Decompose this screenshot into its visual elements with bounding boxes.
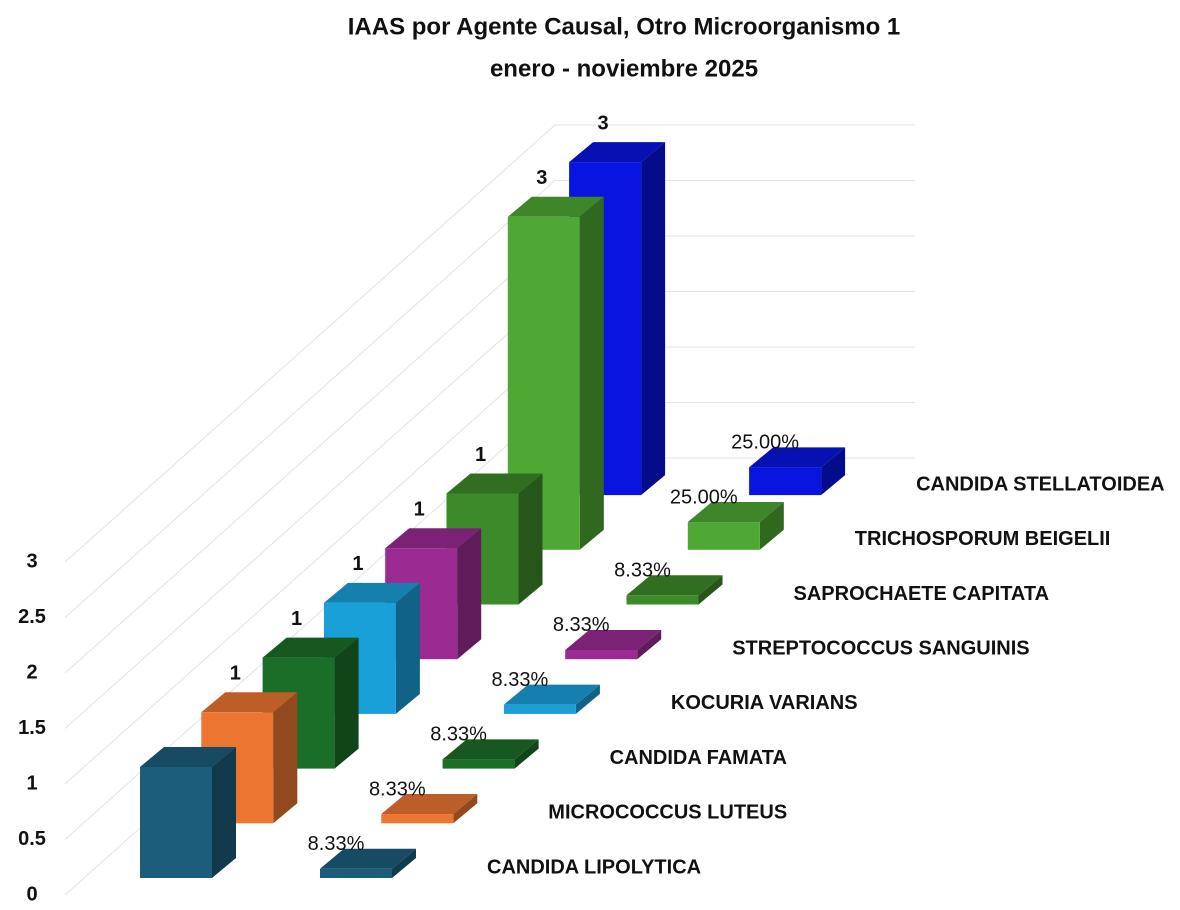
y-tick-label: 0.5 (18, 828, 46, 850)
bar-side (514, 739, 539, 769)
value-label: 1 (291, 608, 302, 630)
bar-side (698, 575, 723, 605)
bar-side (453, 794, 478, 824)
bar (687, 522, 760, 550)
bar-top (565, 629, 662, 650)
value-label: 1 (475, 444, 486, 466)
value-label: 25.00% (670, 486, 738, 508)
bar-side (334, 637, 359, 769)
value-label: 1 (230, 663, 241, 685)
y-tick-label: 2.5 (18, 606, 46, 628)
bar-side (641, 142, 666, 496)
category-label: CANDIDA STELLATOIDEA (916, 473, 1165, 495)
bar (565, 649, 638, 660)
category-label: CANDIDA LIPOLYTICA (487, 856, 701, 878)
chart-title: IAAS por Agente Causal, Otro Microorgani… (348, 13, 901, 40)
bar-top (201, 692, 298, 713)
value-label: 3 (598, 112, 609, 134)
grid-line (64, 124, 915, 563)
bar (320, 868, 392, 878)
bar-top (507, 196, 604, 217)
bar-top (262, 637, 359, 658)
bar (749, 467, 822, 496)
category-label: MICROCOCCUS LUTEUS (548, 802, 787, 824)
bar-side (579, 196, 604, 550)
category-label: STREPTOCOCCUS SANGUINIS (732, 637, 1029, 659)
value-label: 1 (352, 553, 363, 575)
bar (442, 759, 515, 769)
bar-side (395, 582, 420, 714)
bar-top (323, 582, 420, 603)
bar-side (518, 473, 543, 605)
bar-top (442, 739, 539, 760)
bar-side (212, 747, 236, 878)
bar-top (385, 528, 482, 549)
y-tick-label: 3 (26, 550, 37, 572)
bar-side (759, 502, 784, 550)
bar (140, 767, 212, 878)
bar-side (821, 447, 846, 496)
bar (503, 704, 576, 714)
y-tick-label: 1 (26, 772, 37, 794)
value-label: 8.33% (430, 724, 487, 746)
value-label: 8.33% (308, 833, 365, 855)
chart-subtitle: enero - noviembre 2025 (490, 55, 758, 82)
bar-top (381, 794, 478, 815)
category-label: CANDIDA FAMATA (610, 747, 787, 769)
value-label: 8.33% (369, 778, 426, 800)
bar-top (569, 142, 666, 163)
category-label: TRICHOSPORUM BEIGELII (855, 528, 1111, 550)
grid-line (64, 180, 915, 618)
bar-top (687, 502, 784, 523)
value-label: 8.33% (553, 614, 610, 636)
bar-top (140, 747, 236, 767)
value-label: 3 (536, 167, 547, 189)
y-tick-label: 1.5 (18, 717, 46, 739)
value-label: 25.00% (731, 432, 799, 454)
bar-side (273, 692, 298, 824)
category-label: KOCURIA VARIANS (671, 692, 858, 714)
bar-top (626, 575, 723, 596)
bar-side (392, 848, 416, 878)
y-tick-label: 0 (26, 883, 37, 905)
y-tick-label: 2 (26, 661, 37, 683)
bar-side (637, 629, 662, 660)
bar-top (749, 447, 846, 468)
value-label: 8.33% (614, 560, 671, 582)
value-label: 1 (414, 498, 425, 520)
bar-side (457, 528, 482, 660)
bar-top (503, 684, 600, 705)
bar-side (575, 684, 600, 714)
bar-top (320, 848, 416, 869)
category-label: SAPROCHAETE CAPITATA (794, 583, 1050, 605)
bar (381, 814, 454, 824)
bar-top (446, 473, 543, 494)
value-label: 8.33% (492, 669, 549, 691)
bar (626, 595, 699, 605)
